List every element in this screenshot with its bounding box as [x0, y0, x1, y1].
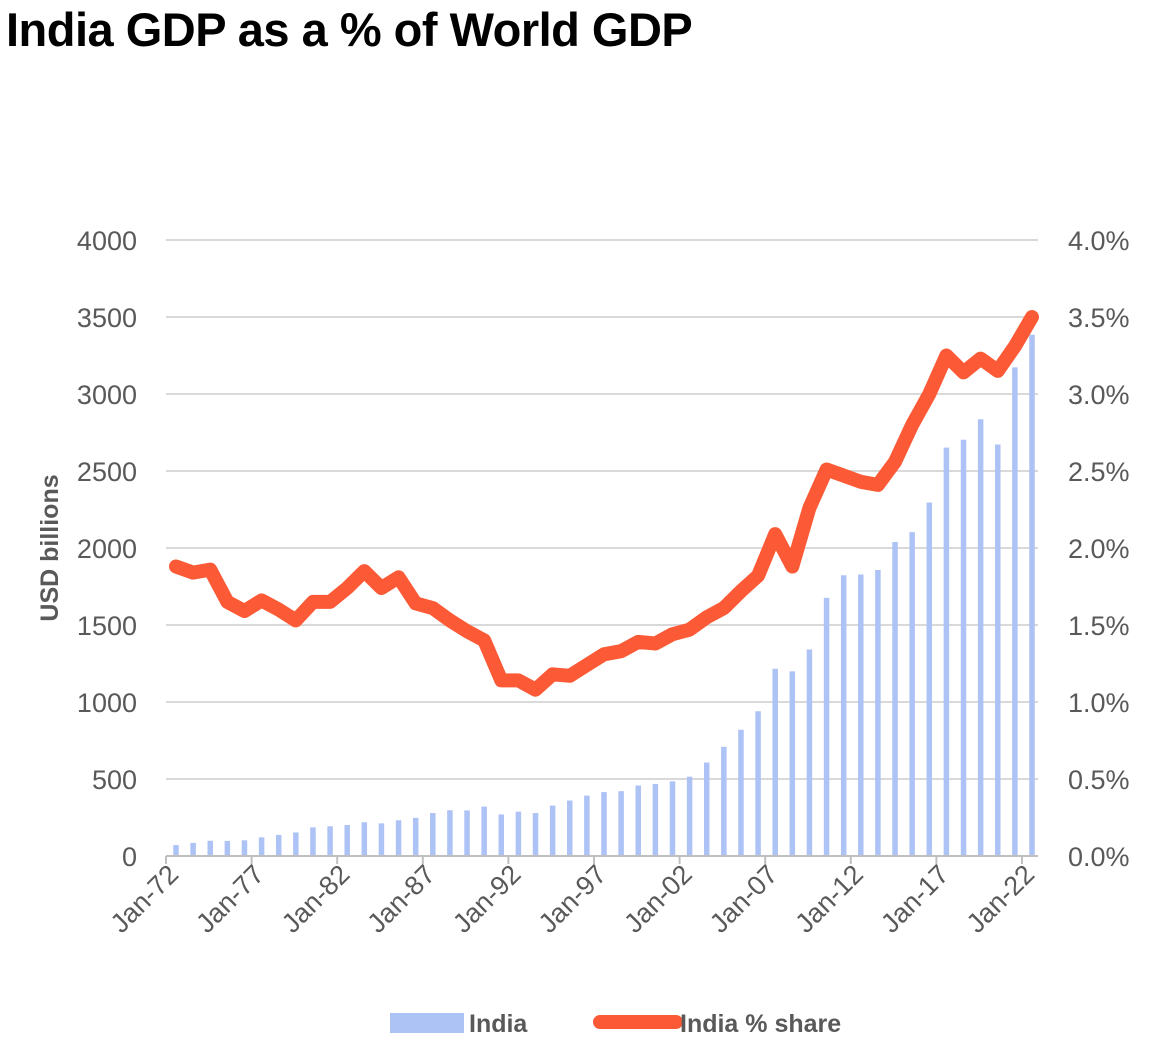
chart-title: India GDP as a % of World GDP [6, 3, 693, 56]
bar-india [395, 820, 402, 856]
bar-india [858, 574, 864, 856]
bar-india [258, 837, 265, 856]
bar-india [190, 842, 196, 856]
x-tick-label: Jan-07 [704, 859, 784, 939]
bar-india [618, 791, 624, 856]
bar-india [515, 811, 522, 856]
x-tick-label: Jan-97 [533, 859, 613, 939]
bar-india [652, 783, 659, 856]
legend-swatch-india [390, 1013, 464, 1033]
bar-india [481, 806, 487, 856]
y-tick-label: 1000 [77, 688, 137, 718]
y2-tick-label: 2.5% [1068, 457, 1130, 487]
bar-india [412, 817, 419, 856]
bar-india [892, 541, 898, 856]
x-tick-label: Jan-77 [190, 859, 270, 939]
bar-india [293, 832, 299, 856]
bar-india [738, 729, 744, 856]
bar-india [584, 795, 590, 856]
legend-label-india-share: India % share [680, 1010, 841, 1038]
bar-india [669, 781, 676, 856]
legend: India India % share [390, 1010, 841, 1038]
bar-india [721, 746, 727, 856]
legend-label-india: India [469, 1010, 528, 1038]
bar-india [327, 826, 333, 856]
right-axis-ticks: 0.0% 0.5% 1.0% 1.5% 2.0% 2.5% 3.0% 3.5% 4.0% [1068, 226, 1130, 872]
bar-india [1012, 367, 1018, 856]
bar-india [344, 825, 350, 856]
bar-series-india [173, 334, 1035, 857]
bar-india [772, 668, 778, 856]
bar-india [275, 834, 282, 856]
bar-india [703, 762, 710, 856]
bar-india [806, 649, 813, 856]
bar-india [224, 840, 231, 856]
line-series-india-share [169, 310, 1039, 697]
y2-tick-label: 3.5% [1068, 303, 1130, 333]
y-tick-label: 500 [92, 765, 137, 795]
bar-india [464, 810, 470, 856]
bar-india [943, 447, 950, 856]
left-axis-ticks: 0 500 1000 1500 2000 2500 3000 3500 4000 [77, 226, 137, 872]
bar-india [909, 532, 915, 856]
y2-tick-label: 4.0% [1068, 226, 1130, 256]
bar-india [926, 502, 933, 856]
bar-india [378, 823, 385, 856]
bar-india [977, 419, 984, 856]
bar-india [241, 840, 248, 856]
x-tick-label: Jan-02 [618, 859, 698, 939]
x-tick-label: Jan-92 [447, 859, 527, 939]
bar-india [207, 840, 213, 856]
bar-india [567, 800, 573, 856]
bar-india [875, 570, 881, 856]
bar-india [430, 813, 436, 856]
y2-tick-label: 1.0% [1068, 688, 1130, 718]
bar-india [447, 810, 453, 856]
gridlines [166, 239, 1038, 857]
y-tick-label: 3500 [77, 303, 137, 333]
bar-india [686, 776, 693, 856]
y2-tick-label: 0.5% [1068, 765, 1130, 795]
bar-india [601, 792, 607, 856]
bar-india [361, 822, 368, 856]
bar-india [635, 785, 641, 856]
y-tick-label: 2500 [77, 457, 137, 487]
bar-india [532, 813, 539, 856]
bar-india [310, 827, 316, 856]
x-tick-label: Jan-72 [105, 859, 185, 939]
y-tick-label: 0 [122, 842, 137, 872]
bar-india [173, 845, 179, 856]
bar-india [549, 805, 556, 856]
line-india-share [169, 310, 1039, 697]
x-axis-ticks: Jan-72 Jan-77 Jan-82 Jan-87 Jan-92 Jan-97 Jan-… [105, 856, 1041, 939]
y-tick-label: 3000 [77, 380, 137, 410]
y-tick-label: 1500 [77, 611, 137, 641]
bar-india [840, 575, 847, 856]
bar-india [755, 711, 761, 856]
bar-india [995, 444, 1001, 856]
y2-tick-label: 1.5% [1068, 611, 1130, 641]
x-tick-label: Jan-22 [961, 859, 1041, 939]
bar-india [789, 671, 796, 856]
y2-tick-label: 0.0% [1068, 842, 1130, 872]
y2-tick-label: 2.0% [1068, 534, 1130, 564]
x-tick-label: Jan-17 [875, 859, 955, 939]
bar-india [1029, 334, 1035, 857]
bar-india [498, 814, 505, 856]
bar-india [823, 597, 830, 856]
y-tick-label: 4000 [77, 226, 137, 256]
y-tick-label: 2000 [77, 534, 137, 564]
y2-tick-label: 3.0% [1068, 380, 1130, 410]
x-tick-label: Jan-87 [361, 859, 441, 939]
x-tick-label: Jan-82 [276, 859, 356, 939]
y-axis-label: USD billions [36, 474, 64, 621]
x-tick-label: Jan-12 [789, 859, 869, 939]
bar-india [960, 439, 967, 856]
